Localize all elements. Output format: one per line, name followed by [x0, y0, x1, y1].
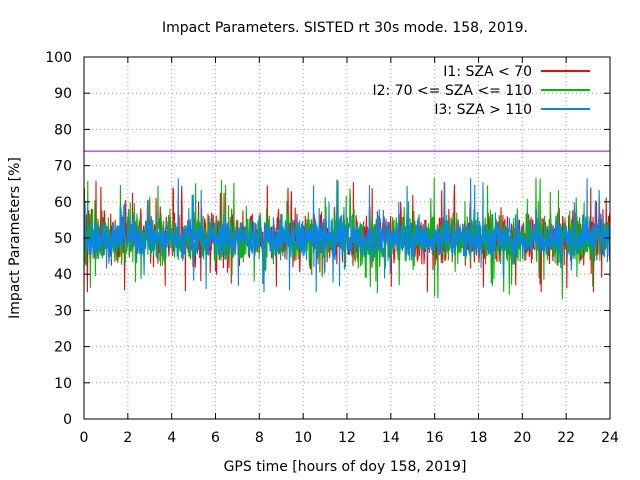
- y-tick-label: 70: [54, 159, 72, 175]
- y-axis-label: Impact Parameters [%]: [7, 157, 23, 319]
- y-tick-label: 80: [54, 122, 72, 138]
- chart-title: Impact Parameters. SISTED rt 30s mode. 1…: [162, 20, 528, 36]
- x-tick-label: 0: [80, 430, 89, 446]
- y-axis: 0 10 20 30 40 50 60 70 80 90 100: [45, 50, 610, 428]
- legend-label-1: I1: SZA < 70: [443, 64, 532, 80]
- y-tick-label: 100: [45, 50, 72, 66]
- y-tick-label: 60: [54, 195, 72, 211]
- x-tick-label: 20: [513, 430, 531, 446]
- x-tick-label: 18: [470, 430, 488, 446]
- x-tick-label: 6: [211, 430, 220, 446]
- x-tick-label: 8: [255, 430, 264, 446]
- legend-label-3: I3: SZA > 110: [434, 102, 532, 118]
- x-tick-label: 12: [338, 430, 356, 446]
- x-axis-label: GPS time [hours of doy 158, 2019]: [224, 459, 467, 475]
- legend-label-2: I2: 70 <= SZA <= 110: [372, 83, 532, 99]
- y-tick-label: 30: [54, 303, 72, 319]
- x-tick-label: 10: [294, 430, 312, 446]
- x-tick-label: 2: [123, 430, 132, 446]
- x-tick-label: 22: [557, 430, 575, 446]
- legend: I1: SZA < 70 I2: 70 <= SZA <= 110 I3: SZA …: [372, 64, 590, 118]
- y-tick-label: 40: [54, 267, 72, 283]
- y-tick-label: 20: [54, 340, 72, 356]
- plot-area: [83, 177, 611, 300]
- y-tick-label: 90: [54, 86, 72, 102]
- x-tick-label: 24: [601, 430, 619, 446]
- x-tick-label: 16: [426, 430, 444, 446]
- x-tick-label: 4: [167, 430, 176, 446]
- y-tick-label: 0: [63, 412, 72, 428]
- series-line-3: [83, 178, 611, 293]
- x-axis: 0 2 4 6 8 10 12 14 16 18 20 22 24: [80, 57, 619, 446]
- x-tick-label: 14: [382, 430, 400, 446]
- y-tick-label: 50: [54, 231, 72, 247]
- y-tick-label: 10: [54, 376, 72, 392]
